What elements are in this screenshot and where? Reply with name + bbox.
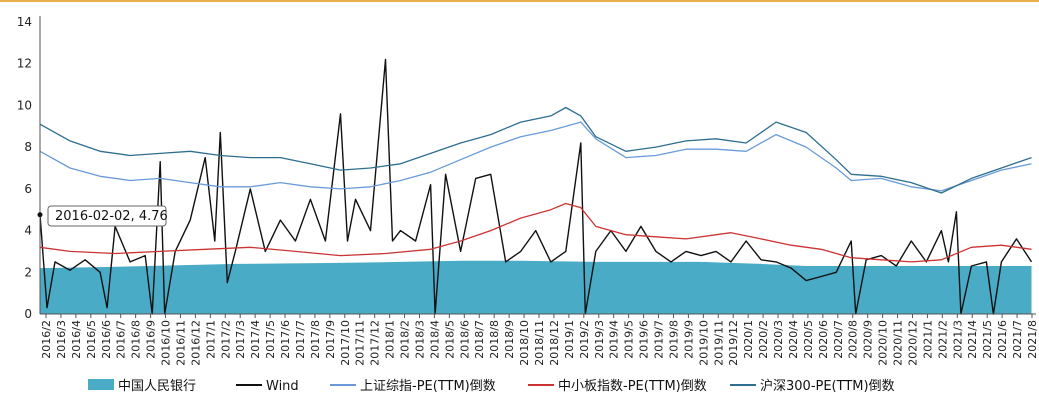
- x-tick-label: 2016/7: [115, 320, 128, 359]
- series-layer: [39, 58, 1033, 315]
- x-tick-label: 2016/5: [85, 320, 98, 359]
- x-tick-label: 2020/5: [802, 320, 815, 359]
- x-tick-label: 2018/1: [384, 320, 397, 359]
- x-tick-label: 2016/12: [189, 320, 202, 366]
- series-line-2: [39, 121, 1032, 192]
- x-tick-label: 2020/4: [787, 320, 800, 359]
- x-tick-label: 2020/11: [892, 320, 905, 366]
- x-tick-label: 2017/6: [279, 320, 292, 359]
- x-tick-label: 2021/7: [1011, 320, 1024, 359]
- x-tick-label: 2018/11: [533, 320, 546, 366]
- x-tick-label: 2018/12: [548, 320, 561, 366]
- x-tick-label: 2017/11: [354, 320, 367, 366]
- x-tick-label: 2016/9: [145, 320, 158, 359]
- x-tick-label: 2016/10: [160, 320, 173, 366]
- x-tick-label: 2019/8: [667, 320, 680, 359]
- legend-label: 中国人民银行: [118, 379, 196, 394]
- series-line-3: [39, 202, 1032, 263]
- x-tick-label: 2017/10: [339, 320, 352, 366]
- x-tick-label: 2017/12: [369, 320, 382, 366]
- x-tick-label: 2018/6: [458, 320, 471, 359]
- x-tick-label: 2018/5: [443, 320, 456, 359]
- x-tick-label: 2020/10: [877, 320, 890, 366]
- legend-label: 中小板指数-PE(TTM)倒数: [558, 379, 707, 394]
- x-tick-label: 2016/2: [40, 320, 53, 359]
- legend-label: Wind: [266, 379, 299, 394]
- x-tick-label: 2017/1: [204, 320, 217, 359]
- x-tick-label: 2016/6: [100, 320, 113, 359]
- x-tick-label: 2019/5: [623, 320, 636, 359]
- x-tick-label: 2018/9: [503, 320, 516, 359]
- legend: 中国人民银行 Wind 上证综指-PE(TTM)倒数 中小板指数-PE(TTM)倒数 沪…: [88, 378, 895, 394]
- y-tick-label: 0: [24, 307, 32, 321]
- legend-swatch: [88, 379, 114, 390]
- x-tick-label: 2019/3: [593, 320, 606, 359]
- x-tick-label: 2020/1: [742, 320, 755, 359]
- x-tick-label: 2019/12: [727, 320, 740, 366]
- x-tick-label: 2019/6: [638, 320, 651, 359]
- legend-label: 沪深300-PE(TTM)倒数: [760, 378, 895, 394]
- annotation-layer: 2016-02-02, 4.76: [37, 205, 168, 227]
- y-tick-label: 6: [24, 182, 32, 196]
- x-tick-label: 2016/11: [174, 320, 187, 366]
- x-tick-label: 2019/11: [712, 320, 725, 366]
- x-tick-label: 2017/7: [294, 320, 307, 359]
- series-line-4: [39, 106, 1032, 194]
- x-tick-label: 2020/6: [817, 320, 830, 359]
- x-tick-label: 2017/4: [249, 320, 262, 359]
- annotation-label: 2016-02-02, 4.76: [55, 209, 168, 224]
- y-tick-label: 8: [24, 140, 32, 154]
- x-tick-label: 2016/4: [70, 320, 83, 359]
- series-line-1: [39, 58, 1033, 315]
- x-tick-label: 2020/3: [772, 320, 785, 359]
- x-tick-label: 2017/2: [219, 320, 232, 359]
- x-tick-label: 2021/6: [996, 320, 1009, 359]
- x-tick-label: 2018/8: [488, 320, 501, 359]
- x-tick-label: 2020/9: [862, 320, 875, 359]
- annotation-point: [37, 212, 43, 218]
- x-tick-label: 2016/8: [130, 320, 143, 359]
- x-tick-label: 2018/3: [413, 320, 426, 359]
- x-tick-label: 2019/7: [653, 320, 666, 359]
- series-area-pboc: [40, 260, 1032, 314]
- y-tick-label: 4: [24, 224, 32, 238]
- x-tick-label: 2021/4: [966, 320, 979, 359]
- x-tick-label: 2021/5: [981, 320, 994, 359]
- y-tick-label: 14: [17, 15, 32, 29]
- x-tick-label: 2021/3: [951, 320, 964, 359]
- x-tick-label: 2019/9: [682, 320, 695, 359]
- legend-label: 上证综指-PE(TTM)倒数: [360, 379, 496, 394]
- x-tick-label: 2020/8: [847, 320, 860, 359]
- x-tick-label: 2017/8: [309, 320, 322, 359]
- x-tick-label: 2019/1: [563, 320, 576, 359]
- x-tick-label: 2018/10: [518, 320, 531, 366]
- x-tick-label: 2017/9: [324, 320, 337, 359]
- x-tick-label: 2018/4: [428, 320, 441, 359]
- x-tick-label: 2021/1: [921, 320, 934, 359]
- x-tick-label: 2017/3: [234, 320, 247, 359]
- x-tick-label: 2021/2: [936, 320, 949, 359]
- x-tick-label: 2017/5: [264, 320, 277, 359]
- x-tick-label: 2019/10: [697, 320, 710, 366]
- x-tick-label: 2021/8: [1026, 320, 1039, 359]
- annotation-box: [47, 205, 167, 227]
- y-tick-label: 2: [24, 265, 32, 279]
- y-tick-label: 10: [17, 98, 32, 112]
- y-tick-label: 12: [17, 57, 32, 71]
- x-tick-label: 2018/7: [473, 320, 486, 359]
- x-tick-label: 2018/2: [399, 320, 412, 359]
- x-tick-label: 2016/3: [55, 320, 68, 359]
- x-tick-label: 2019/4: [608, 320, 621, 359]
- x-tick-label: 2020/7: [832, 320, 845, 359]
- x-tick-label: 2020/2: [757, 320, 770, 359]
- x-tick-label: 2019/2: [578, 320, 591, 359]
- x-tick-label: 2020/12: [906, 320, 919, 366]
